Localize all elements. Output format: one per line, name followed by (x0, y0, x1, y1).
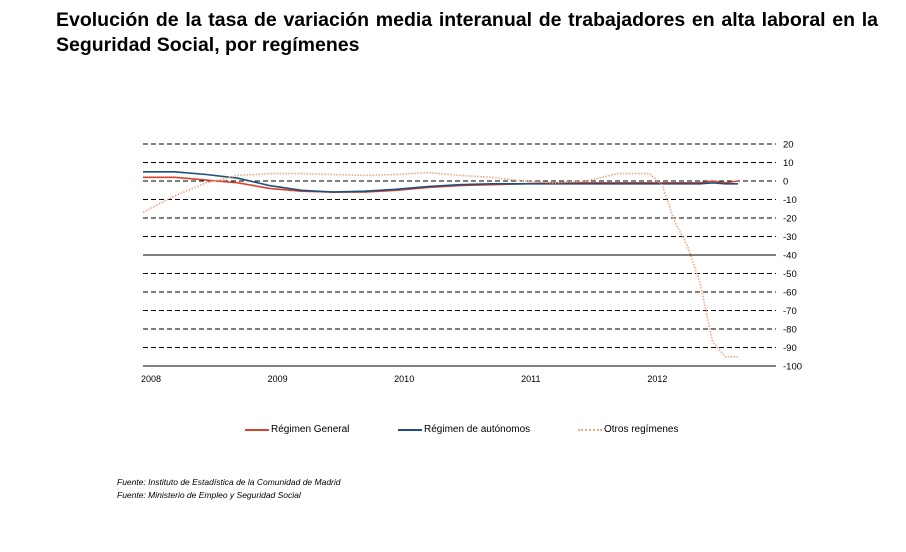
legend-label-otros-regimenes: Otros regímenes (604, 424, 679, 435)
legend-item-regimen-general: Régimen General (245, 424, 349, 435)
y-tick-label: 10 (783, 158, 794, 169)
y-tick-label: -60 (783, 288, 797, 299)
x-tick-label: 2009 (268, 374, 288, 384)
y-tick-label: -70 (783, 306, 797, 317)
legend-label-regimen-general: Régimen General (271, 424, 350, 435)
legend-swatch-regimen-general (245, 428, 269, 431)
x-tick-label: 2008 (141, 374, 161, 384)
y-tick-label: -90 (783, 343, 797, 354)
y-axis-tick-labels: 20 10 0 -10 -20 -30 -40 -50 -60 -70 -80 -90 -100 (783, 140, 802, 373)
legend-label-regimen-autonomos: Régimen de autónomos (424, 424, 531, 435)
series-line-r-gimen-de-aut-nomos (143, 171, 738, 193)
legend-item-regimen-autonomos: Régimen de autónomos (398, 424, 530, 435)
y-tick-label: -100 (783, 362, 802, 373)
y-tick-label: -50 (783, 269, 797, 280)
x-tick-label: 2012 (647, 374, 667, 384)
x-tick-label: 2011 (521, 374, 540, 384)
legend-item-otros-regimenes: Otros regímenes (578, 424, 678, 435)
legend-swatch-regimen-autonomos (398, 428, 422, 431)
x-tick-label: 2010 (394, 374, 414, 384)
source-line: Fuente: Ministerio de Empleo y Seguridad… (117, 490, 301, 500)
y-tick-label: -80 (783, 325, 797, 336)
chart-grid (143, 143, 776, 367)
y-tick-label: -10 (783, 195, 797, 206)
y-tick-label: -20 (783, 214, 797, 225)
legend-swatch-otros-regimenes (578, 428, 602, 431)
y-tick-label: -40 (783, 251, 797, 262)
y-tick-label: -30 (783, 232, 797, 243)
series-line-r-gimen-general (143, 176, 739, 193)
y-tick-label: 0 (783, 177, 788, 188)
sources: Fuente: Instituto de Estadística de la C… (117, 476, 341, 502)
chart-title: Evolución de la tasa de variación media … (56, 9, 878, 56)
chart-series-lines (142, 171, 739, 358)
x-axis: 2008 2009 2010 2011 2012 (141, 365, 776, 384)
y-tick-label: 20 (783, 140, 794, 151)
source-line: Fuente: Instituto de Estadística de la C… (117, 477, 341, 487)
